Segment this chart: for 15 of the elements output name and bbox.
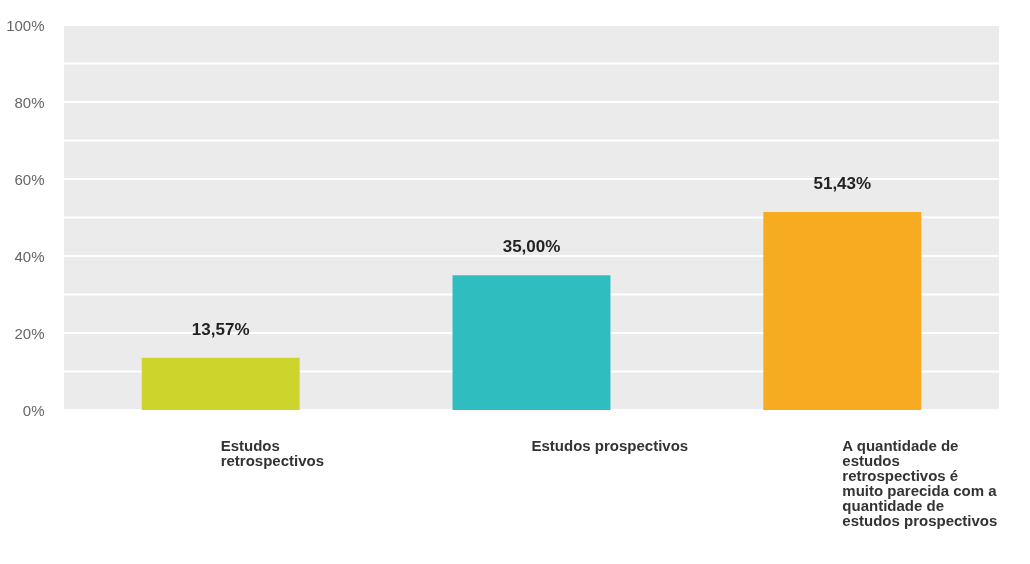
y-tick-label: 40% [14,247,45,265]
data-label: 13,57% [191,319,250,339]
y-tick-label: 20% [14,324,45,342]
x-tick-label: Estudos prospectivos [531,436,689,454]
y-tick-label: 60% [14,170,45,188]
data-label: 35,00% [502,237,561,257]
y-tick-label: 100% [6,16,45,34]
y-tick-label: 80% [14,93,45,111]
y-tick-label: 0% [22,401,45,419]
x-tick-label: Estudos retrospectivos [220,436,325,469]
bar [141,357,300,410]
x-tick-label: A quantidade de estudos retrospectivos é muito parecida com a quantidade de estudos prospectivos [842,436,998,529]
bar [452,275,611,410]
data-label: 51,43% [813,173,872,193]
bar [763,211,922,410]
